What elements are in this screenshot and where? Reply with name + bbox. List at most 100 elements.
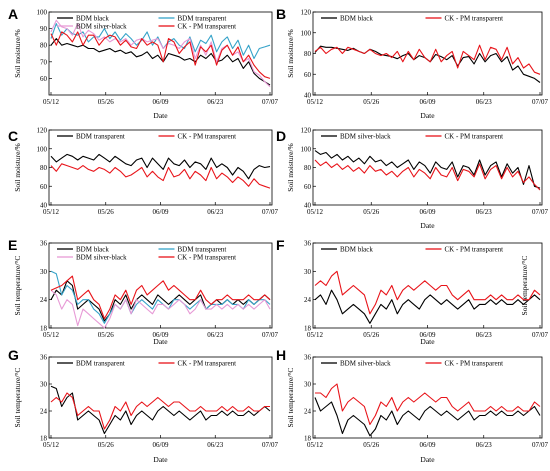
y-tick-label: 60 bbox=[304, 71, 312, 79]
legend-label: CK - PM transparent bbox=[178, 360, 237, 368]
y-tick-label: 18 bbox=[304, 435, 312, 443]
x-tick-label: 06/23 bbox=[476, 441, 492, 449]
y-tick-label: 30 bbox=[40, 268, 48, 276]
x-axis-label: Date bbox=[153, 111, 168, 120]
series-line-bdm-black bbox=[50, 38, 271, 86]
legend-label: CK - PM transparent bbox=[445, 133, 504, 141]
series-line-bdm-black bbox=[314, 289, 541, 324]
x-tick-label: 07/07 bbox=[532, 208, 548, 216]
y-axis-label: Soil temperature/°C bbox=[13, 256, 22, 316]
legend-label: CK - PM transparent bbox=[178, 254, 237, 262]
legend-label: BDM transparent bbox=[178, 246, 227, 254]
legend-label: BDM black bbox=[76, 15, 109, 23]
y-tick-label: 24 bbox=[304, 408, 312, 416]
x-tick-label: 06/09 bbox=[420, 98, 436, 106]
x-tick-label: 05/26 bbox=[363, 331, 379, 339]
y-axis-label: Soil temperature/°C bbox=[286, 368, 295, 428]
series-line-bdm-black bbox=[314, 45, 541, 83]
y-tick-label: 60 bbox=[304, 183, 312, 191]
legend-label: BDM transparent bbox=[76, 133, 125, 141]
legend-label: CK - PM transparent bbox=[445, 360, 504, 368]
x-tick-label: 05/12 bbox=[307, 441, 323, 449]
x-tick-label: 07/07 bbox=[532, 441, 548, 449]
x-tick-label: 05/26 bbox=[363, 208, 379, 216]
panel-label: C bbox=[8, 128, 18, 144]
series-line-ck-pm-transparent bbox=[315, 383, 541, 426]
panel-label: A bbox=[8, 6, 18, 22]
y-tick-label: 36 bbox=[40, 354, 48, 362]
legend-label: CK - PM transparent bbox=[445, 15, 504, 23]
panel-f: F 18 24 30 36 05/12 05/26 06/09 06/23 07/07 Date So… bbox=[276, 237, 548, 346]
y-tick-label: 40 bbox=[40, 202, 48, 210]
y-tick-label: 30 bbox=[40, 381, 48, 389]
series-line-ck-pm-transparent bbox=[50, 163, 271, 189]
y-tick-label: 100 bbox=[37, 145, 48, 153]
y-tick-label: 60 bbox=[40, 75, 48, 83]
plot-frame bbox=[48, 356, 273, 439]
legend-label: BDM silver-black bbox=[76, 254, 127, 262]
panel-label: B bbox=[276, 6, 286, 22]
x-tick-label: 06/23 bbox=[207, 441, 223, 449]
x-tick-label: 07/07 bbox=[262, 208, 278, 216]
legend-label: BDM black bbox=[76, 246, 109, 254]
legend-label: CK - PM transparent bbox=[178, 133, 237, 141]
panel-d: D 40 60 80 100 120 05/12 05/26 06/09 06/23 07/07 Da… bbox=[276, 127, 548, 231]
x-tick-label: 05/12 bbox=[307, 331, 323, 339]
series-line-ck-pm-transparent bbox=[50, 392, 270, 430]
legend-label: BDM silver-black bbox=[76, 23, 127, 31]
x-tick-label: 06/09 bbox=[153, 98, 169, 106]
y-tick-label: 30 bbox=[304, 381, 312, 389]
x-tick-label: 06/23 bbox=[207, 98, 223, 106]
x-tick-label: 06/23 bbox=[207, 208, 223, 216]
x-tick-label: 06/09 bbox=[420, 331, 436, 339]
y-tick-label: 18 bbox=[40, 325, 48, 333]
y-tick-label: 36 bbox=[304, 354, 312, 362]
y-tick-label: 100 bbox=[301, 145, 312, 153]
plot-frame bbox=[312, 242, 543, 329]
x-tick-label: 05/12 bbox=[43, 441, 59, 449]
legend-label: BDM black bbox=[340, 15, 373, 23]
x-tick-label: 05/12 bbox=[43, 331, 59, 339]
x-axis-label: Date bbox=[420, 111, 435, 120]
x-tick-label: 05/26 bbox=[363, 98, 379, 106]
y-tick-label: 24 bbox=[40, 408, 48, 416]
x-axis-label: Date bbox=[153, 455, 168, 464]
y-tick-label: 100 bbox=[37, 9, 48, 17]
x-tick-label: 06/09 bbox=[153, 208, 169, 216]
panel-b: B 40 60 80 100 120 05/12 05/26 06/09 06/23 07/07 Da… bbox=[276, 6, 548, 120]
y-tick-label: 30 bbox=[304, 268, 312, 276]
x-axis-label: Date bbox=[420, 455, 435, 464]
y-tick-label: 80 bbox=[304, 164, 312, 172]
x-tick-label: 05/12 bbox=[307, 208, 323, 216]
legend-label: BDM transparent bbox=[178, 15, 227, 23]
x-tick-label: 07/07 bbox=[532, 331, 548, 339]
panel-label: G bbox=[8, 347, 19, 363]
x-tick-label: 05/12 bbox=[43, 208, 59, 216]
panel-a: A 60 70 80 90 100 05/12 05/26 06/09 06/23 07/07 Dat… bbox=[8, 6, 278, 120]
x-tick-label: 07/07 bbox=[532, 98, 548, 106]
legend-label: CK - PM transparent bbox=[445, 246, 504, 254]
x-tick-label: 06/09 bbox=[153, 331, 169, 339]
x-tick-label: 06/09 bbox=[153, 441, 169, 449]
y-tick-label: 80 bbox=[304, 50, 312, 58]
y-tick-label: 80 bbox=[40, 42, 48, 50]
x-axis-label: Date bbox=[153, 337, 168, 346]
x-tick-label: 07/07 bbox=[262, 331, 278, 339]
legend-label: BDM silver-black bbox=[340, 360, 391, 368]
y-axis-label: Soil temperature/°C bbox=[520, 256, 529, 316]
y-tick-label: 36 bbox=[40, 240, 48, 248]
legend-label: BDM silver-black bbox=[340, 133, 391, 141]
x-tick-label: 06/23 bbox=[207, 331, 223, 339]
panel-h: H 18 24 30 36 05/12 05/26 06/09 06/23 07/07 Date So… bbox=[276, 347, 548, 464]
y-tick-label: 24 bbox=[40, 296, 48, 304]
legend-label: BDM black bbox=[340, 246, 373, 254]
plot-frame bbox=[312, 356, 543, 439]
x-axis-label: Date bbox=[420, 221, 435, 230]
y-tick-label: 18 bbox=[40, 435, 48, 443]
y-tick-label: 120 bbox=[37, 127, 48, 135]
y-tick-label: 18 bbox=[304, 325, 312, 333]
y-axis-label: Soil moisture/% bbox=[286, 143, 295, 192]
y-tick-label: 40 bbox=[304, 202, 312, 210]
legend-label: CK - PM transparent bbox=[178, 23, 237, 31]
